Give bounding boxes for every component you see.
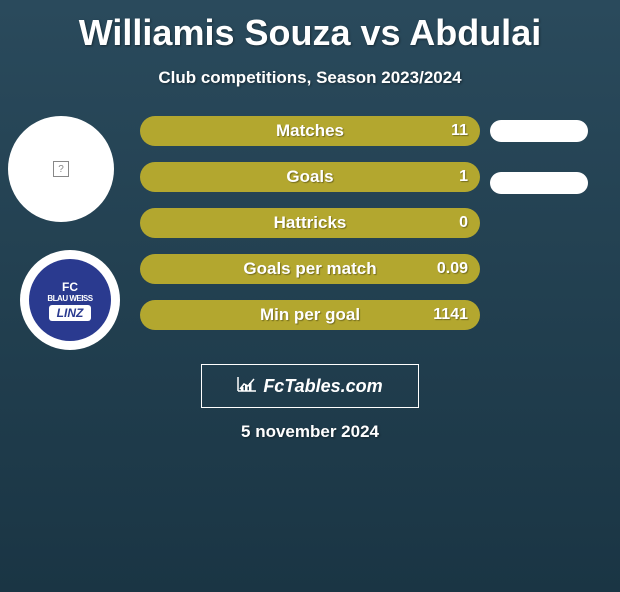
stat-label: Min per goal: [260, 305, 360, 325]
stat-label: Goals per match: [243, 259, 376, 279]
stat-label: Hattricks: [274, 213, 347, 233]
avatar-column: ? FC BLAU WEISS LINZ: [8, 116, 128, 350]
club-logo-city: LINZ: [49, 305, 92, 321]
club-logo: FC BLAU WEISS LINZ: [29, 259, 111, 341]
stat-label: Matches: [276, 121, 344, 141]
club-logo-fc: FC: [62, 280, 78, 294]
date-text: 5 november 2024: [241, 422, 379, 442]
page-title: Williamis Souza vs Abdulai: [0, 12, 620, 54]
comparison-pill: [490, 172, 588, 194]
stat-row: Goals per match 0.09: [140, 254, 480, 284]
stat-value: 1: [459, 168, 468, 186]
pill-column: [490, 116, 588, 362]
stat-value: 11: [451, 122, 468, 140]
attribution-text: FcTables.com: [263, 376, 382, 397]
stat-row: Hattricks 0: [140, 208, 480, 238]
stat-rows: Matches 11 Goals 1 Hattricks 0 Goals per match…: [140, 116, 480, 346]
stat-value: 0.09: [437, 260, 468, 278]
stat-value: 1141: [433, 306, 468, 324]
stat-value: 0: [459, 214, 468, 232]
stat-row: Min per goal 1141: [140, 300, 480, 330]
subtitle: Club competitions, Season 2023/2024: [0, 68, 620, 88]
stat-row: Matches 11: [140, 116, 480, 146]
comparison-pill: [490, 120, 588, 142]
stat-label: Goals: [286, 167, 333, 187]
placeholder-icon: ?: [53, 161, 69, 177]
player-avatar: ?: [8, 116, 114, 222]
attribution-box: FcTables.com: [201, 364, 419, 408]
chart-icon: [237, 376, 257, 397]
club-avatar: FC BLAU WEISS LINZ: [20, 250, 120, 350]
club-logo-bw: BLAU WEISS: [47, 294, 92, 303]
stat-row: Goals 1: [140, 162, 480, 192]
